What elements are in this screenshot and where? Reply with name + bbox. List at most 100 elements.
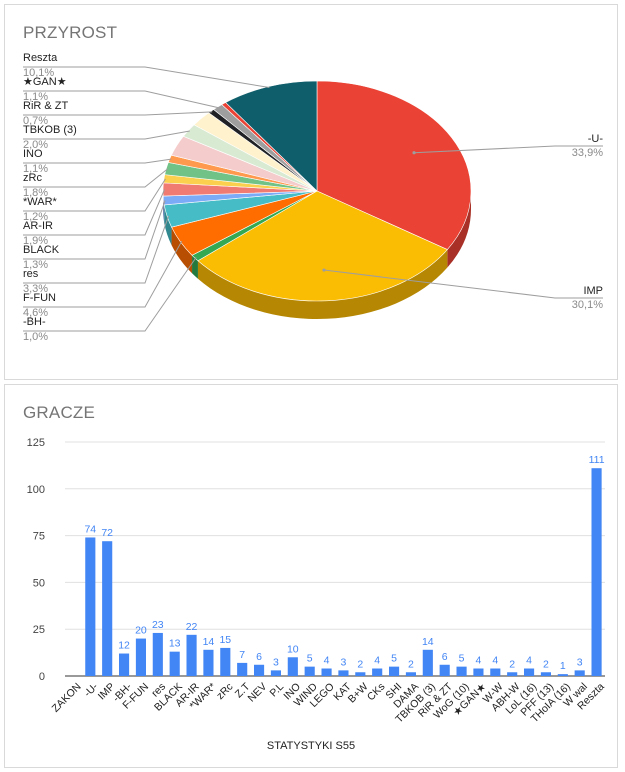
pie-leader-line [23, 90, 219, 109]
bar-data-label: 5 [391, 653, 397, 665]
y-tick-label: 25 [33, 624, 45, 636]
bar-data-label: 4 [492, 655, 498, 667]
pie-leader-dot [412, 151, 416, 155]
pie-slice-side [164, 204, 172, 246]
bar [372, 668, 383, 676]
pie-label: RiR & ZT [23, 100, 69, 112]
pie-percent-label: 1,0% [23, 331, 48, 343]
bar-data-label: 3 [577, 656, 583, 668]
pie-slice-side [197, 249, 448, 319]
bar-data-label: 5 [307, 653, 313, 665]
pie-slice-side [163, 196, 165, 223]
pie-percent-label: 1,8% [23, 187, 48, 199]
pie-leader-line [23, 168, 169, 188]
pie-chart-title: PRZYROST [23, 23, 118, 42]
pie-label: Reszta [23, 52, 58, 64]
bar [237, 662, 248, 676]
pie-label: F-FUN [23, 292, 56, 304]
bar-data-label: 13 [169, 638, 181, 650]
bar [254, 664, 265, 676]
bar [270, 670, 281, 676]
y-tick-label: 75 [33, 531, 45, 543]
bar [119, 653, 130, 676]
pie-label: res [23, 268, 39, 280]
bar-data-label: 23 [152, 619, 164, 631]
bar-data-label: 4 [476, 655, 482, 667]
pie-slice [316, 80, 472, 250]
bar-data-label: 2 [509, 658, 515, 670]
y-tick-label: 0 [39, 671, 45, 683]
pie-percent-label: 1,9% [23, 235, 48, 247]
x-tick-label: NEV [246, 681, 270, 705]
pie-label: ★GAN★ [23, 76, 67, 88]
pie-leader-line [23, 257, 197, 332]
bar-data-label: 72 [101, 527, 113, 539]
bar-data-label: 3 [273, 656, 279, 668]
pie-leader-line [323, 269, 603, 299]
bar [287, 657, 298, 676]
pie-slice-side [447, 191, 471, 268]
pie-percent-label: 10,1% [23, 67, 54, 79]
y-tick-label: 50 [33, 577, 45, 589]
bar-data-label: 2 [357, 658, 363, 670]
y-tick-label: 125 [27, 437, 45, 449]
bar [490, 668, 501, 676]
pie-leader-line [23, 66, 270, 89]
pie-leader-line [23, 178, 166, 212]
pie-slice-side [171, 227, 193, 274]
bar-data-label: 2 [408, 658, 414, 670]
bar-data-label: 111 [589, 454, 605, 466]
x-axis-title: STATYSTYKI S55 [267, 740, 355, 752]
pie-leader-line [23, 111, 213, 116]
bar-data-label: 3 [341, 656, 347, 668]
bar [405, 672, 416, 676]
pie-leader-line [23, 158, 172, 164]
bar-data-label: 4 [374, 655, 380, 667]
bar-data-label: 10 [287, 643, 299, 655]
pie-label: zRc [23, 172, 42, 184]
bar-data-label: 12 [118, 640, 130, 652]
pie-label: -U- [588, 133, 604, 145]
bar-chart-title: GRACZE [23, 403, 96, 422]
bar [422, 649, 433, 676]
pie-label: INO [23, 148, 43, 160]
bar [304, 666, 315, 676]
bar-data-label: 5 [459, 653, 465, 665]
bar-data-label: 22 [186, 621, 198, 633]
pie-leader-line [23, 215, 170, 284]
pie-label: *WAR* [23, 196, 58, 208]
bar-data-label: 15 [219, 634, 231, 646]
pie-leader-dot [322, 268, 326, 272]
bar [169, 651, 180, 676]
bar [186, 634, 197, 676]
pie-slice [225, 80, 318, 192]
bar [355, 672, 366, 676]
bar [203, 649, 214, 676]
pie-percent-label: 30,1% [572, 299, 603, 311]
pie-percent-label: 2,0% [23, 139, 48, 151]
pie-label: IMP [583, 285, 603, 297]
pie-percent-label: 3,3% [23, 283, 48, 295]
bar [135, 638, 146, 676]
bar [591, 468, 602, 676]
bar-data-label: 1 [560, 660, 566, 672]
pie-label: BLACK [23, 244, 60, 256]
bar-data-label: 14 [203, 636, 215, 648]
pie-percent-label: 1,2% [23, 211, 48, 223]
bar [152, 632, 163, 676]
bar [321, 668, 332, 676]
bar-data-label: 6 [442, 651, 448, 663]
bar-data-label: 74 [84, 523, 96, 535]
bar-data-label: 2 [543, 658, 549, 670]
pie-leader-line [23, 241, 183, 308]
bar-data-label: 6 [256, 651, 262, 663]
pie-slice [197, 190, 448, 302]
bar [473, 668, 484, 676]
bar-chart-panel: GRACZE 0 25 50 75 100 125 ZAKON 74 -U- 72 IMP 12 -BH… [4, 384, 618, 768]
bar [456, 666, 467, 676]
bar-data-label: 4 [324, 655, 330, 667]
pie-leader-line [23, 130, 190, 140]
bar [102, 541, 113, 676]
pie-leader-line [23, 200, 166, 260]
bar [507, 672, 518, 676]
